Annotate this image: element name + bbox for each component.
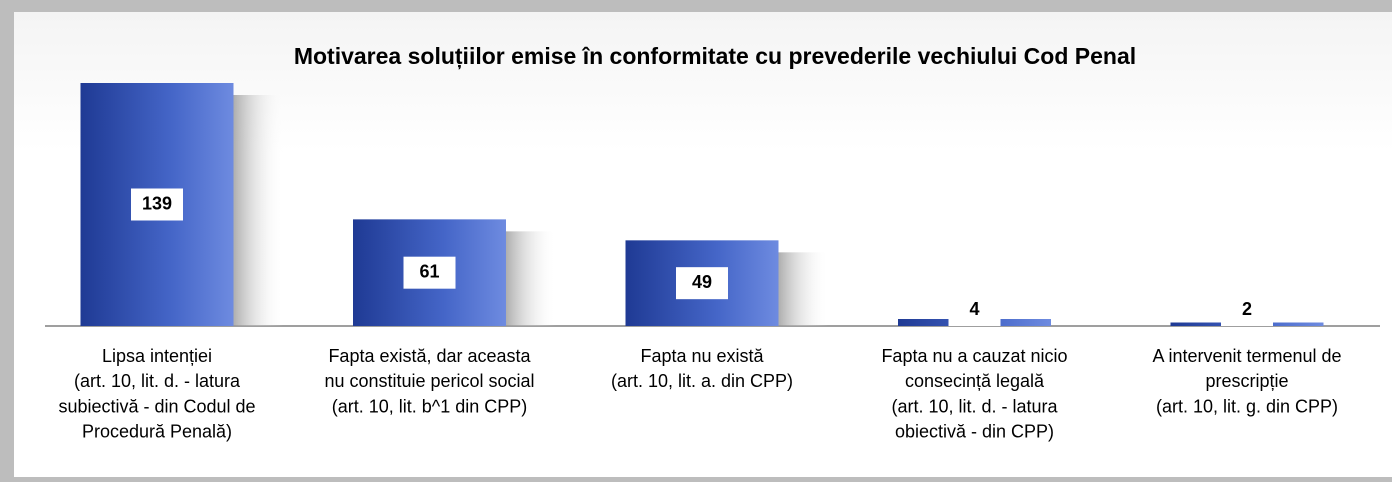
x-tick-label: Fapta nu există [640,346,764,366]
value-label: 4 [969,299,979,319]
x-tick-label: obiectivă - din CPP) [895,422,1054,442]
value-label-box [1221,294,1273,326]
x-tick-label: (art. 10, lit. d. - latura [74,371,241,391]
x-tick-label: Fapta există, dar aceasta [328,346,531,366]
chart-title: Motivarea soluțiilor emise în conformita… [294,43,1136,70]
x-tick-label: Lipsa intenției [102,346,212,366]
x-tick-label: (art. 10, lit. a. din CPP) [611,371,793,391]
value-label: 61 [419,261,439,281]
x-tick-label: prescripție [1205,371,1288,391]
x-tick-label: (art. 10, lit. d. - latura [891,396,1058,416]
value-label-box [403,256,456,289]
bar-shadow [778,252,829,326]
value-label-box [948,294,1001,326]
x-tick-label: Procedură Penală) [82,422,232,442]
x-tick-label: (art. 10, lit. b^1 din CPP) [332,396,528,416]
x-tick-label: Fapta nu a cauzat nicio [881,346,1067,366]
bar-shadow [506,231,556,326]
x-tick-label: nu constituie pericol social [324,371,534,391]
x-tick-label: subiectivă - din Codul de [58,396,255,416]
value-label: 49 [692,272,712,292]
x-tick-label: consecință legală [905,371,1045,391]
x-tick-label: A intervenit termenul de [1152,346,1341,366]
value-label: 139 [142,193,172,213]
value-label: 2 [1242,299,1252,319]
x-tick-label: (art. 10, lit. g. din CPP) [1156,396,1338,416]
value-label-box [131,188,183,221]
value-label-box [676,267,728,300]
bar-shadow [233,95,284,326]
